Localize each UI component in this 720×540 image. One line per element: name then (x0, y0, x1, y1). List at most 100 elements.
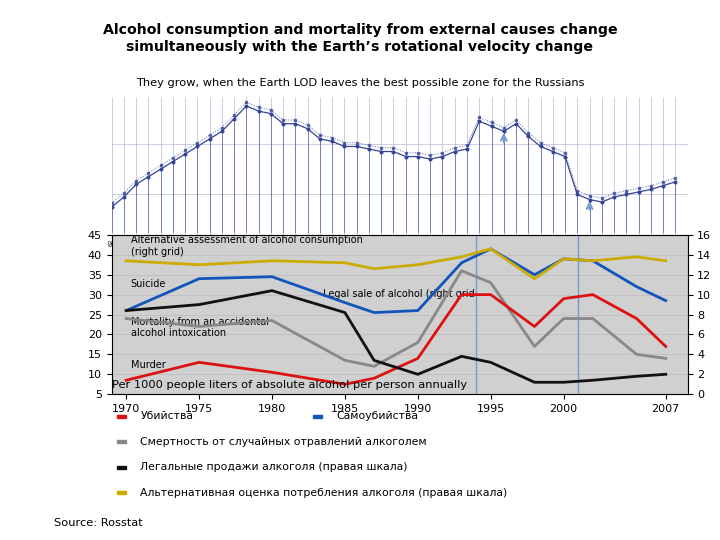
Text: (right grid): (right grid) (130, 247, 184, 257)
Point (559, 148, 571, 157)
Text: Source: Rosstat: Source: Rosstat (54, 518, 143, 528)
Point (400, 152, 412, 161)
Point (596, 198, 608, 206)
Point (486, 118, 498, 127)
Point (670, 178, 681, 186)
Text: Alternative assessment of alcohol consumption: Alternative assessment of alcohol consum… (130, 235, 362, 245)
Point (413, 152, 424, 161)
Bar (117, 441, 126, 443)
Text: Murder: Murder (130, 360, 166, 370)
Point (265, 109, 276, 118)
Point (253, 103, 264, 112)
Point (167, 153, 179, 162)
Point (621, 190, 632, 199)
Point (547, 147, 559, 156)
Point (584, 195, 595, 204)
Point (400, 148, 412, 157)
Point (510, 116, 522, 124)
Point (130, 180, 142, 188)
Point (363, 145, 374, 153)
Point (253, 107, 264, 116)
Point (486, 122, 498, 131)
Point (106, 199, 117, 208)
Point (633, 184, 644, 192)
Point (179, 146, 191, 154)
Point (118, 189, 130, 198)
Point (277, 119, 289, 128)
Point (314, 134, 325, 143)
Point (387, 147, 399, 156)
Point (474, 113, 485, 122)
Point (240, 98, 252, 106)
Point (387, 144, 399, 152)
Point (498, 127, 510, 136)
Point (302, 120, 313, 129)
Point (277, 116, 289, 124)
Point (657, 181, 669, 190)
Point (572, 190, 583, 199)
Point (351, 142, 362, 151)
Point (375, 144, 387, 152)
Text: Mortality from an accidental: Mortality from an accidental (130, 316, 269, 327)
Point (462, 145, 473, 153)
Point (240, 102, 252, 110)
Point (608, 193, 620, 201)
Point (155, 161, 166, 170)
Point (547, 144, 559, 152)
Bar (117, 491, 126, 494)
Point (143, 172, 154, 181)
Point (363, 141, 374, 150)
Point (584, 191, 595, 200)
Bar (313, 415, 322, 418)
Text: Смертность от случайных отравлений алкоголем: Смертность от случайных отравлений алког… (140, 437, 427, 447)
Text: Legal sale of alcohol (right grid: Legal sale of alcohol (right grid (323, 288, 474, 299)
Point (228, 111, 240, 119)
Text: Suicide: Suicide (130, 279, 166, 289)
Point (302, 124, 313, 133)
Text: alcohol intoxication: alcohol intoxication (130, 328, 225, 339)
Text: They grow, when the Earth LOD leaves the best possible zone for the Russians: They grow, when the Earth LOD leaves the… (136, 78, 584, 89)
Point (449, 144, 461, 152)
Point (523, 132, 534, 141)
Point (596, 194, 608, 202)
Point (216, 127, 228, 136)
Point (326, 137, 338, 146)
Point (621, 186, 632, 195)
Point (462, 141, 473, 150)
Point (351, 138, 362, 147)
Text: Альтернативная оценка потребления алкоголя (правая шкала): Альтернативная оценка потребления алкого… (140, 488, 508, 498)
Point (179, 150, 191, 158)
Point (338, 138, 350, 147)
Point (437, 152, 449, 161)
Point (474, 117, 485, 125)
Point (559, 152, 571, 161)
Point (535, 142, 546, 151)
Point (265, 105, 276, 114)
Point (572, 186, 583, 195)
Text: Самоубийства: Самоубийства (336, 411, 418, 421)
Bar (117, 466, 126, 469)
Point (437, 148, 449, 157)
Point (204, 131, 215, 139)
Point (326, 133, 338, 142)
Point (375, 147, 387, 156)
Point (633, 187, 644, 196)
Point (449, 147, 461, 156)
Point (155, 165, 166, 173)
Text: Per 1000 people liters of absolute alcohol per person annually: Per 1000 people liters of absolute alcoh… (112, 380, 467, 390)
Text: Легальные продажи алкоголя (правая шкала): Легальные продажи алкоголя (правая шкала… (140, 462, 408, 472)
Point (645, 185, 657, 194)
Point (425, 151, 436, 160)
Text: Убийства: Убийства (140, 411, 194, 421)
Point (192, 142, 203, 151)
Point (608, 189, 620, 198)
Point (143, 168, 154, 177)
Point (314, 131, 325, 139)
Point (167, 157, 179, 166)
Point (338, 142, 350, 151)
Point (192, 138, 203, 147)
Point (535, 138, 546, 147)
Point (289, 116, 301, 124)
Text: Alcohol consumption and mortality from external causes change
simultaneously wit: Alcohol consumption and mortality from e… (103, 23, 617, 54)
Point (425, 155, 436, 164)
